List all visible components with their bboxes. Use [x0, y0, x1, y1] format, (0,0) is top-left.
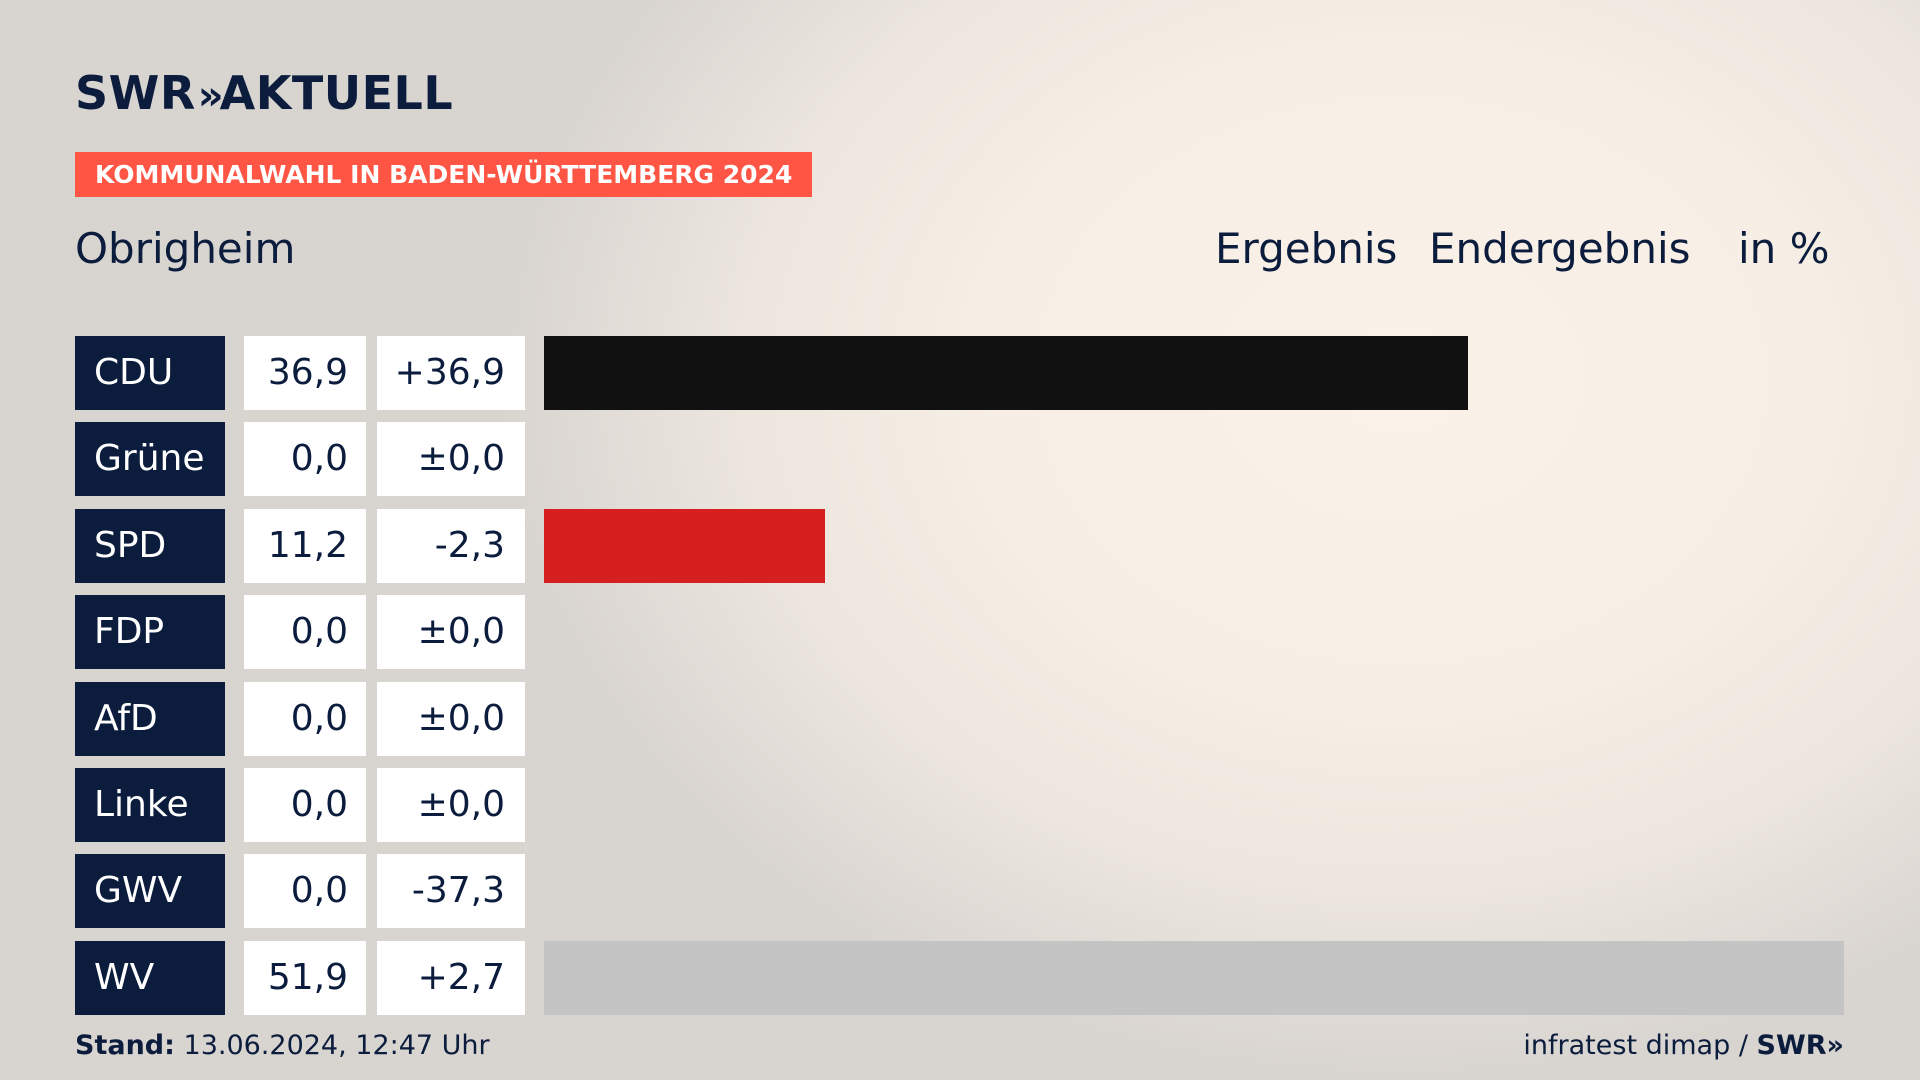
source-brand: SWR» — [1756, 1030, 1844, 1061]
result-value: 0,0 — [244, 422, 366, 497]
source-text: infratest dimap / — [1523, 1030, 1748, 1061]
source-credit: infratest dimap / SWR» — [1523, 1030, 1844, 1061]
result-value: 11,2 — [244, 508, 366, 583]
election-tag: KOMMUNALWAHL IN BADEN-WÜRTTEMBERG 2024 — [75, 152, 813, 197]
result-bar — [544, 940, 1844, 1015]
column-header-unit: in % — [1738, 224, 1830, 273]
result-bar — [544, 508, 825, 583]
result-diff: +2,7 — [377, 940, 525, 1015]
result-row: Linke 0,0 ±0,0 — [0, 768, 1920, 842]
result-diff: -2,3 — [377, 508, 525, 583]
result-diff: +36,9 — [377, 336, 525, 410]
stand-label: Stand: — [75, 1030, 175, 1061]
result-row: SPD 11,2 -2,3 — [0, 508, 1920, 583]
result-row: AfD 0,0 ±0,0 — [0, 681, 1920, 756]
party-label: FDP — [75, 595, 225, 670]
party-label: WV — [75, 940, 225, 1015]
result-row: FDP 0,0 ±0,0 — [0, 595, 1920, 670]
place-title: Obrigheim — [75, 224, 296, 273]
stand-value: 13.06.2024, 12:47 Uhr — [183, 1030, 490, 1061]
result-value: 51,9 — [244, 940, 366, 1015]
logo-chevron-icon: » — [197, 73, 224, 119]
result-diff: ±0,0 — [377, 681, 525, 756]
logo-text: SWR — [75, 66, 196, 120]
result-row: WV 51,9 +2,7 — [0, 940, 1920, 1015]
result-diff: ±0,0 — [377, 768, 525, 842]
result-row: GWV 0,0 -37,3 — [0, 854, 1920, 929]
party-label: GWV — [75, 854, 225, 929]
party-label: Grüne — [75, 422, 225, 497]
party-label: CDU — [75, 336, 225, 410]
logo-suffix: AKTUELL — [219, 66, 454, 120]
swr-aktuell-logo: SWR» AKTUELL — [75, 66, 453, 120]
result-row: CDU 36,9 +36,9 — [0, 336, 1920, 410]
party-label: Linke — [75, 768, 225, 842]
result-value: 0,0 — [244, 854, 366, 929]
result-row: Grüne 0,0 ±0,0 — [0, 422, 1920, 497]
column-header-status: Endergebnis — [1429, 224, 1691, 273]
party-label: AfD — [75, 681, 225, 756]
column-header-result: Ergebnis — [1215, 224, 1398, 273]
result-value: 0,0 — [244, 595, 366, 670]
result-diff: ±0,0 — [377, 595, 525, 670]
result-bar — [544, 336, 1469, 410]
result-value: 0,0 — [244, 768, 366, 842]
result-value: 0,0 — [244, 681, 366, 756]
party-label: SPD — [75, 508, 225, 583]
result-diff: -37,3 — [377, 854, 525, 929]
timestamp: Stand: 13.06.2024, 12:47 Uhr — [75, 1030, 490, 1061]
result-value: 36,9 — [244, 336, 366, 410]
result-diff: ±0,0 — [377, 422, 525, 497]
